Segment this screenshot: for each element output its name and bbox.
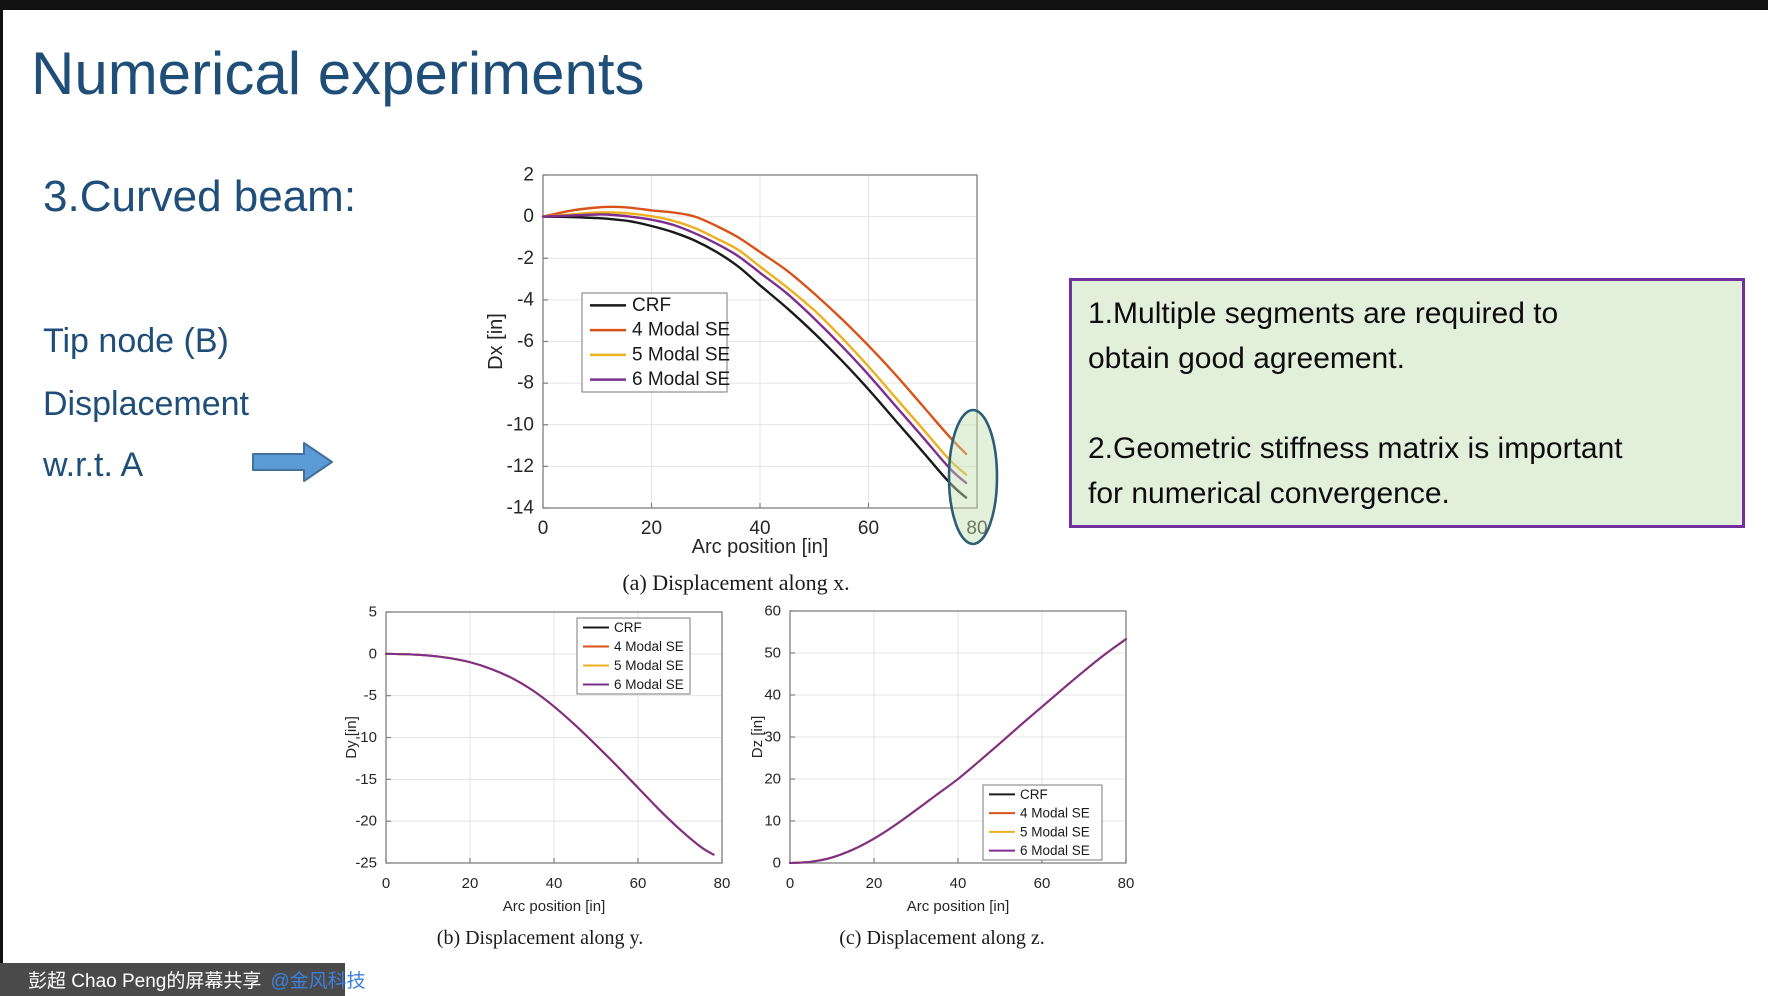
svg-text:(a) Displacement along x.: (a) Displacement along x.	[622, 570, 849, 595]
svg-text:50: 50	[764, 645, 781, 662]
svg-text:Arc position [in]: Arc position [in]	[503, 898, 606, 915]
right-arrow-icon	[252, 442, 333, 482]
svg-text:30: 30	[764, 729, 781, 746]
conclusion-1: 1.Multiple segments are required to obta…	[1088, 297, 1559, 375]
svg-text:40: 40	[950, 875, 967, 892]
side-text-displacement: Displacement	[43, 385, 249, 423]
svg-text:Arc position [in]: Arc position [in]	[907, 898, 1010, 915]
svg-text:0: 0	[382, 875, 390, 892]
svg-text:6 Modal SE: 6 Modal SE	[1020, 843, 1090, 858]
chart-displacement-y: 0 20 40 60 80 5 0 -5 -10 -15 -20 -25 Arc position [i…	[320, 595, 744, 965]
svg-text:Dz [in]: Dz [in]	[749, 716, 766, 759]
window-left-edge	[0, 0, 3, 996]
svg-text:5: 5	[369, 604, 377, 621]
svg-text:CRF: CRF	[1020, 787, 1048, 802]
svg-text:0: 0	[773, 855, 781, 872]
svg-text:Dx [in]: Dx [in]	[485, 313, 507, 370]
svg-text:60: 60	[1034, 875, 1051, 892]
share-bar-company-link[interactable]: @金风科技	[270, 971, 366, 992]
svg-text:80: 80	[714, 875, 731, 892]
chart-displacement-z: 0 20 40 60 80 0 10 20 30 40 50 60 Arc position [in] D…	[730, 595, 1170, 965]
conclusions-box: 1.Multiple segments are required to obta…	[1069, 278, 1745, 528]
svg-text:4 Modal SE: 4 Modal SE	[632, 320, 730, 341]
svg-text:-4: -4	[517, 289, 534, 310]
svg-text:Arc position [in]: Arc position [in]	[692, 536, 829, 558]
svg-text:40: 40	[749, 518, 770, 539]
svg-text:60: 60	[858, 518, 879, 539]
svg-text:4 Modal SE: 4 Modal SE	[1020, 806, 1090, 821]
svg-text:5 Modal SE: 5 Modal SE	[1020, 824, 1090, 839]
side-text-tip-node: Tip node (B)	[43, 322, 229, 360]
svg-text:-12: -12	[507, 456, 534, 477]
svg-text:0: 0	[538, 518, 549, 539]
dz-plot: 0 20 40 60 80 0 10 20 30 40 50 60 Arc position [in] D…	[749, 603, 1135, 950]
svg-text:40: 40	[546, 875, 563, 892]
svg-text:CRF: CRF	[614, 620, 642, 635]
svg-text:(b) Displacement along y.: (b) Displacement along y.	[437, 927, 643, 949]
svg-text:-15: -15	[355, 771, 377, 788]
svg-text:80: 80	[1118, 875, 1135, 892]
svg-text:-2: -2	[517, 248, 534, 269]
slide-subtitle: 3.Curved beam:	[43, 172, 357, 221]
svg-text:40: 40	[764, 687, 781, 704]
svg-text:0: 0	[369, 645, 377, 662]
dy-plot: 0 20 40 60 80 5 0 -5 -10 -15 -20 -25 Arc position [i…	[343, 604, 731, 950]
svg-text:-10: -10	[507, 414, 534, 435]
svg-text:(c) Displacement along z.: (c) Displacement along z.	[839, 927, 1044, 949]
svg-text:20: 20	[462, 875, 479, 892]
svg-text:6 Modal SE: 6 Modal SE	[614, 677, 684, 692]
svg-text:-14: -14	[507, 498, 535, 519]
window-top-edge	[0, 0, 1768, 10]
svg-text:2: 2	[523, 165, 534, 186]
svg-text:80: 80	[966, 518, 987, 539]
svg-text:-5: -5	[364, 687, 377, 704]
svg-text:-10: -10	[355, 729, 377, 746]
side-text-wrt-a: w.r.t. A	[43, 446, 144, 484]
svg-text:CRF: CRF	[632, 295, 671, 316]
slide-title: Numerical experiments	[31, 40, 645, 107]
svg-text:-6: -6	[517, 331, 534, 352]
conclusion-2: 2.Geometric stiffness matrix is importan…	[1088, 432, 1623, 510]
svg-text:60: 60	[630, 875, 647, 892]
svg-text:5 Modal SE: 5 Modal SE	[632, 344, 730, 365]
svg-text:20: 20	[764, 771, 781, 788]
svg-text:20: 20	[866, 875, 883, 892]
svg-text:-25: -25	[355, 855, 377, 872]
svg-text:10: 10	[764, 813, 781, 830]
svg-text:0: 0	[523, 206, 534, 227]
svg-text:Dy [in]: Dy [in]	[343, 716, 360, 759]
svg-text:0: 0	[786, 875, 794, 892]
svg-text:20: 20	[641, 518, 662, 539]
svg-text:60: 60	[764, 603, 781, 620]
svg-text:6 Modal SE: 6 Modal SE	[632, 369, 730, 390]
screen-share-banner: 彭超 Chao Peng的屏幕共享 @金风科技	[0, 963, 366, 996]
svg-text:5 Modal SE: 5 Modal SE	[614, 658, 684, 673]
share-bar-text: 彭超 Chao Peng的屏幕共享	[28, 971, 262, 992]
svg-text:-20: -20	[355, 813, 377, 830]
svg-text:-8: -8	[517, 373, 534, 394]
svg-text:4 Modal SE: 4 Modal SE	[614, 639, 684, 654]
